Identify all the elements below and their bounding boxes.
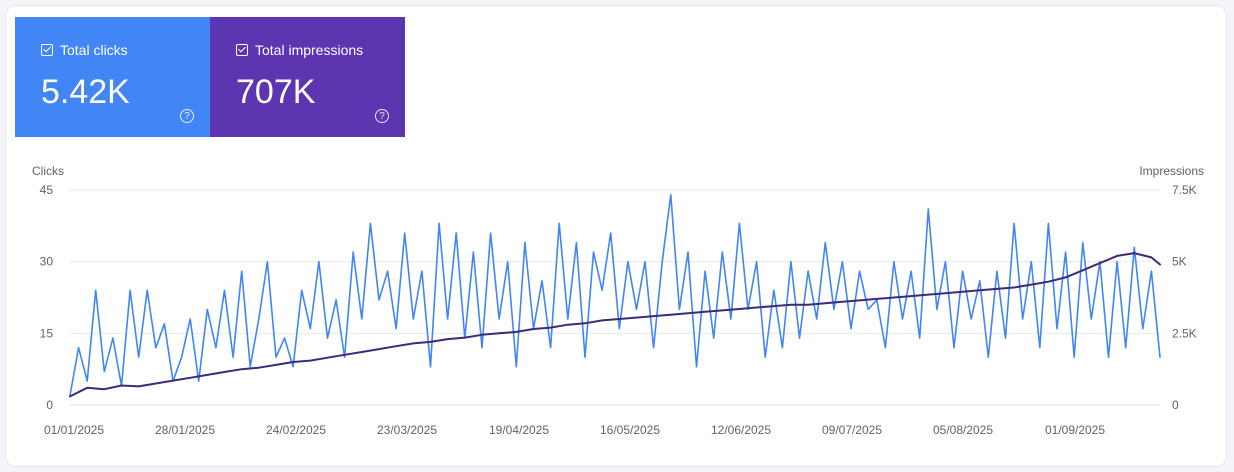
help-icon[interactable]: ? xyxy=(375,109,389,123)
x-tick-label: 24/02/2025 xyxy=(266,423,326,437)
x-tick-label: 16/05/2025 xyxy=(600,423,660,437)
x-tick-label: 28/01/2025 xyxy=(155,423,215,437)
help-icon[interactable]: ? xyxy=(180,109,194,123)
x-tick-label: 01/09/2025 xyxy=(1045,423,1105,437)
total-clicks-value: 5.42K xyxy=(41,73,130,111)
total-impressions-label: Total impressions xyxy=(255,42,364,58)
x-tick-label: 01/01/2025 xyxy=(44,423,104,437)
y-right-tick-label: 2.5K xyxy=(1172,326,1197,340)
impressions-series-line xyxy=(69,252,1161,398)
x-tick-label: 23/03/2025 xyxy=(377,423,437,437)
x-tick-label: 19/04/2025 xyxy=(489,423,549,437)
x-tick-label: 12/06/2025 xyxy=(711,423,771,437)
total-clicks-label: Total clicks xyxy=(60,42,128,58)
y-right-tick-label: 7.5K xyxy=(1172,183,1197,197)
x-tick-label: 09/07/2025 xyxy=(822,423,882,437)
y-left-tick-label: 0 xyxy=(46,398,53,412)
total-clicks-tile[interactable]: Total clicks 5.42K ? xyxy=(15,17,210,137)
x-tick-label: 05/08/2025 xyxy=(933,423,993,437)
total-impressions-tile[interactable]: Total impressions 707K ? xyxy=(210,17,405,137)
y-left-tick-label: 45 xyxy=(40,183,54,197)
y-right-tick-label: 0 xyxy=(1172,398,1179,412)
checkbox-checked-icon[interactable] xyxy=(236,44,248,56)
y-left-tick-label: 15 xyxy=(40,326,54,340)
clicks-series-line xyxy=(69,194,1161,397)
y-left-tick-label: 30 xyxy=(40,255,54,269)
total-impressions-value: 707K xyxy=(236,73,316,111)
y-left-axis-label: Clicks xyxy=(32,164,64,178)
y-right-axis-label: Impressions xyxy=(1139,164,1204,178)
checkbox-checked-icon[interactable] xyxy=(41,44,53,56)
y-right-tick-label: 5K xyxy=(1172,255,1187,269)
performance-card: Total clicks 5.42K ? Total impressions 7… xyxy=(6,6,1226,466)
